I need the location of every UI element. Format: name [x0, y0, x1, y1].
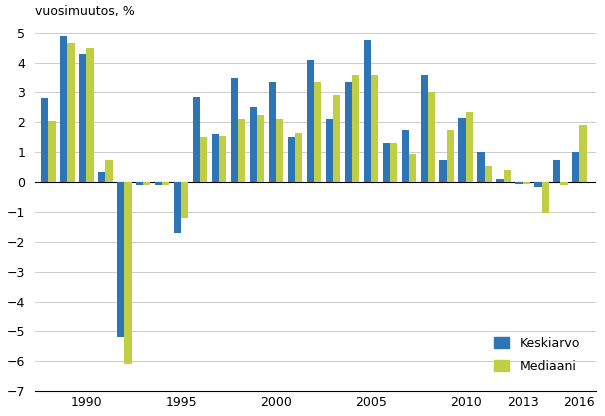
Bar	[307, 59, 314, 182]
Bar	[155, 182, 162, 185]
Bar	[200, 137, 208, 182]
Bar	[420, 74, 428, 182]
Bar	[87, 48, 94, 182]
Bar	[67, 43, 74, 182]
Bar	[325, 119, 333, 182]
Bar	[515, 182, 523, 183]
Bar	[402, 130, 409, 182]
Bar	[466, 112, 473, 182]
Bar	[212, 134, 219, 182]
Bar	[288, 137, 295, 182]
Bar	[503, 170, 511, 182]
Bar	[371, 74, 378, 182]
Bar	[295, 133, 302, 182]
Bar	[560, 182, 567, 185]
Bar	[193, 97, 200, 182]
Bar	[485, 166, 492, 182]
Bar	[219, 136, 226, 182]
Bar	[162, 182, 169, 185]
Bar	[553, 160, 560, 182]
Bar	[345, 82, 352, 182]
Bar	[98, 172, 105, 182]
Bar	[250, 107, 257, 182]
Bar	[580, 125, 587, 182]
Bar	[572, 152, 580, 182]
Text: vuosimuutos, %: vuosimuutos, %	[35, 5, 135, 18]
Bar	[60, 36, 67, 182]
Bar	[136, 182, 143, 185]
Bar	[41, 99, 48, 182]
Bar	[257, 115, 264, 182]
Bar	[439, 160, 446, 182]
Bar	[181, 182, 188, 218]
Bar	[496, 179, 503, 182]
Bar	[523, 182, 530, 183]
Bar	[352, 74, 359, 182]
Bar	[364, 40, 371, 182]
Bar	[48, 121, 56, 182]
Bar	[276, 119, 283, 182]
Bar	[409, 154, 416, 182]
Bar	[428, 92, 435, 182]
Bar	[314, 82, 321, 182]
Bar	[174, 182, 181, 233]
Bar	[390, 143, 397, 182]
Bar	[124, 182, 131, 364]
Legend: Keskiarvo, Mediaani: Keskiarvo, Mediaani	[489, 332, 584, 378]
Bar	[143, 182, 151, 185]
Bar	[446, 130, 454, 182]
Bar	[382, 143, 390, 182]
Bar	[459, 118, 466, 182]
Bar	[333, 96, 340, 182]
Bar	[79, 54, 87, 182]
Bar	[534, 182, 541, 187]
Bar	[238, 119, 245, 182]
Bar	[541, 182, 549, 213]
Bar	[477, 152, 485, 182]
Bar	[269, 82, 276, 182]
Bar	[117, 182, 124, 337]
Bar	[105, 160, 113, 182]
Bar	[231, 77, 238, 182]
